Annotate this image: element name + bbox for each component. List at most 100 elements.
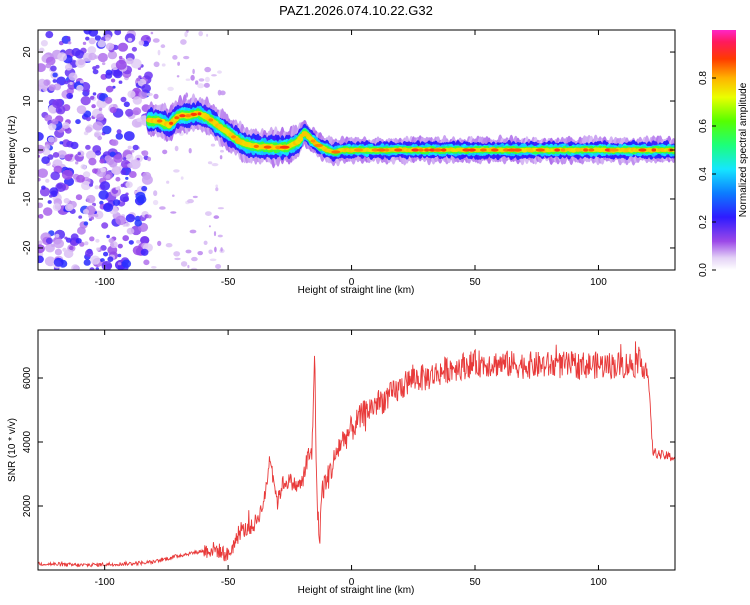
noise-blob [95,150,102,156]
noise-blob [117,253,122,258]
noise-blob [86,194,96,204]
noise-blob [44,144,51,150]
ridge-peak [424,148,429,152]
noise-speckle [172,55,178,60]
noise-blob [78,215,83,219]
noise-blob [94,132,100,138]
y-tick-label: 0 [22,147,33,153]
noise-blob [125,214,136,223]
noise-blob [62,247,67,252]
noise-speckle [180,261,188,267]
noise-blob [38,63,46,73]
noise-blob [115,176,121,182]
noise-speckle [157,240,162,247]
noise-blob [105,174,111,179]
noise-blob [96,113,105,121]
snr-background [38,330,675,570]
ridge-peak [554,148,561,152]
noise-speckle [189,229,197,234]
ridge-peak [428,148,436,152]
ridge-peak [263,145,272,149]
noise-blob [75,161,79,165]
noise-blob [136,194,147,204]
noise-blob [89,183,93,187]
noise-blob [120,96,127,103]
noise-blob [138,75,142,79]
noise-blob [61,169,73,180]
noise-blob [57,52,67,62]
x-tick-label: -50 [221,277,236,288]
noise-speckle [146,92,153,97]
noise-speckle [187,264,190,269]
noise-speckle [185,78,191,81]
colorbar-tick-label: 0.8 [698,71,709,85]
noise-blob [38,202,43,209]
noise-blob [125,108,134,117]
noise-speckle [207,161,213,165]
noise-blob [125,181,133,188]
noise-blob [70,141,79,150]
ridge-peak [440,148,447,152]
noise-blob [127,37,133,42]
noise-blob [123,131,135,141]
noise-blob [69,154,74,158]
colorbar: 0.0 0.2 0.4 0.6 0.8 Normalized spectral ampl… [698,30,749,277]
noise-speckle [198,78,205,82]
noise-blob [41,78,45,83]
noise-blob [126,57,134,65]
noise-blob [83,30,92,35]
noise-blob [110,242,115,247]
noise-blob [64,203,74,212]
noise-blob [94,35,101,41]
x-tick-label: -100 [95,577,115,588]
noise-speckle [215,184,218,188]
noise-speckle [159,206,166,210]
noise-speckle [160,44,166,49]
noise-speckle [211,163,219,167]
noise-blob [42,87,48,92]
noise-speckle [209,258,217,262]
noise-blob [99,181,111,191]
ridge-peak [190,112,198,116]
noise-speckle [197,251,203,256]
noise-blob [97,40,106,48]
noise-blob [77,59,85,66]
noise-speckle [187,199,194,204]
noise-speckle [217,70,222,74]
ridge-peak [480,148,487,152]
ridge-cell [297,135,304,142]
noise-blob [98,190,109,200]
noise-speckle [152,199,159,206]
noise-blob [83,221,89,226]
y-tick-label: 4000 [22,430,33,453]
noise-blob [95,267,99,270]
noise-speckle [152,38,160,43]
noise-blob [139,236,150,245]
spectrogram-x-axis-label: Height of straight line (km) [298,285,415,296]
noise-speckle [220,149,224,153]
noise-blob [123,101,130,108]
x-tick-label: 100 [590,577,607,588]
ridge-peak [197,112,202,116]
noise-blob [129,159,141,170]
noise-speckle [203,240,208,245]
noise-blob [114,30,122,36]
noise-speckle [208,249,213,255]
noise-blob [128,240,134,245]
ridge-peak [185,114,192,118]
noise-blob [69,81,73,85]
noise-blob [106,234,110,239]
noise-speckle [173,169,180,173]
noise-blob [125,176,129,180]
noise-blob [75,238,82,244]
noise-blob [92,168,98,174]
noise-blob [52,152,60,158]
noise-blob [127,145,132,150]
noise-blob [99,158,105,164]
noise-blob [132,107,142,116]
noise-blob [113,154,123,163]
noise-blob [38,255,44,264]
snr-frame [37,329,676,571]
colorbar-tick-label: 0.0 [698,263,709,277]
